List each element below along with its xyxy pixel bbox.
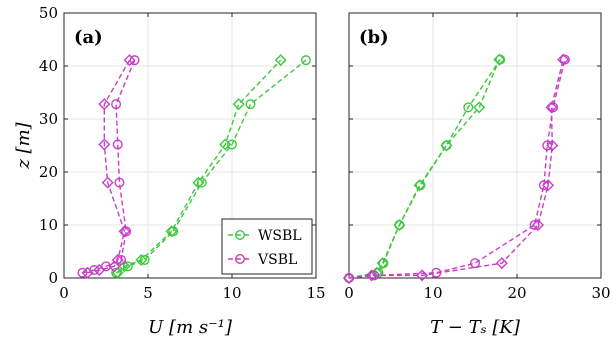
y-tick-label: 50 xyxy=(39,4,58,22)
data-point-diamond xyxy=(192,176,205,189)
data-point-diamond xyxy=(123,54,136,67)
panel-label: (a) xyxy=(74,27,103,48)
y-tick-label: 30 xyxy=(39,110,58,128)
data-point-diamond xyxy=(546,139,559,152)
data-point-diamond xyxy=(545,101,558,114)
data-point-diamond xyxy=(416,269,429,282)
data-point-diamond xyxy=(365,269,378,282)
y-tick-label: 10 xyxy=(39,216,58,234)
data-point-circle xyxy=(129,55,140,66)
data-point-diamond xyxy=(81,266,94,279)
legend-box xyxy=(221,218,313,275)
series-wsbl xyxy=(111,54,311,279)
data-point-circle xyxy=(111,99,122,110)
series-line xyxy=(348,59,566,279)
data-point-circle xyxy=(369,270,380,281)
data-point-diamond xyxy=(98,138,111,151)
x-tick-label: 30 xyxy=(591,284,610,302)
series-line xyxy=(117,59,282,274)
data-point-circle xyxy=(470,258,481,269)
legend-marker xyxy=(234,253,245,264)
data-point-diamond xyxy=(165,225,178,238)
series-vsbl xyxy=(343,53,570,284)
y-tick-label: 20 xyxy=(39,163,58,181)
x-tick-label: 0 xyxy=(59,284,69,302)
data-point-circle xyxy=(538,180,549,191)
data-point-diamond xyxy=(393,219,406,231)
data-point-diamond xyxy=(473,101,486,114)
y-tick-label: 0 xyxy=(48,269,58,287)
x-tick-label: 15 xyxy=(306,284,325,302)
data-point-diamond xyxy=(118,225,131,238)
x-axis-label: T − Tₛ [K] xyxy=(430,317,521,338)
series-line xyxy=(348,59,564,279)
data-point-diamond xyxy=(532,219,544,231)
plot-frame xyxy=(63,12,317,279)
data-point-diamond xyxy=(495,257,508,270)
y-tick-label: 40 xyxy=(39,57,58,75)
data-point-diamond xyxy=(493,53,506,66)
data-point-circle xyxy=(77,267,88,278)
x-axis-label: U [m s⁻¹] xyxy=(148,317,233,338)
data-point-diamond xyxy=(376,257,389,270)
data-point-circle xyxy=(463,102,474,113)
data-point-circle xyxy=(112,139,123,150)
series-line xyxy=(82,59,136,274)
data-point-diamond xyxy=(135,253,148,266)
x-tick-label: 10 xyxy=(222,284,241,302)
plot-frame xyxy=(348,12,602,279)
data-point-diamond xyxy=(219,138,232,151)
data-point-diamond xyxy=(98,98,111,111)
data-point-circle xyxy=(245,99,256,110)
panel-label: (b) xyxy=(359,27,389,48)
data-point-circle xyxy=(116,254,127,265)
data-point-diamond xyxy=(274,54,287,67)
data-point-diamond xyxy=(343,272,355,284)
legend-marker xyxy=(234,229,245,240)
data-point-diamond xyxy=(101,176,114,189)
x-tick-label: 0 xyxy=(344,284,354,302)
series-wsbl xyxy=(343,53,506,284)
data-point-circle xyxy=(114,177,125,188)
series-line xyxy=(87,59,131,274)
data-point-diamond xyxy=(111,253,124,266)
legend: WSBL VSBL xyxy=(221,218,313,275)
x-tick-label: 5 xyxy=(143,284,153,302)
data-point-diamond xyxy=(542,179,555,192)
panel-a: 0 5 10 15 0 10 20 30 40 50 U [m s⁻¹] z [m] (a) WSBL VS… xyxy=(13,4,326,338)
series-line xyxy=(348,59,501,279)
x-tick-label: 10 xyxy=(423,284,442,302)
data-point-circle xyxy=(226,139,237,150)
series-line xyxy=(348,59,501,279)
legend-label: WSBL xyxy=(258,228,302,244)
data-point-diamond xyxy=(93,264,106,277)
x-tick-label: 20 xyxy=(507,284,526,302)
legend-label: VSBL xyxy=(257,252,297,268)
y-axis-label: z [m] xyxy=(13,121,34,169)
series-line xyxy=(115,59,307,274)
panel-b: 0 10 20 30 T − Tₛ [K] (b) xyxy=(343,12,611,338)
data-point-diamond xyxy=(413,179,426,192)
series-vsbl xyxy=(77,54,140,279)
data-point-circle xyxy=(542,140,553,151)
data-point-circle xyxy=(300,55,311,66)
data-point-diamond xyxy=(232,98,245,111)
data-point-diamond xyxy=(557,53,570,66)
data-point-diamond xyxy=(440,139,453,152)
